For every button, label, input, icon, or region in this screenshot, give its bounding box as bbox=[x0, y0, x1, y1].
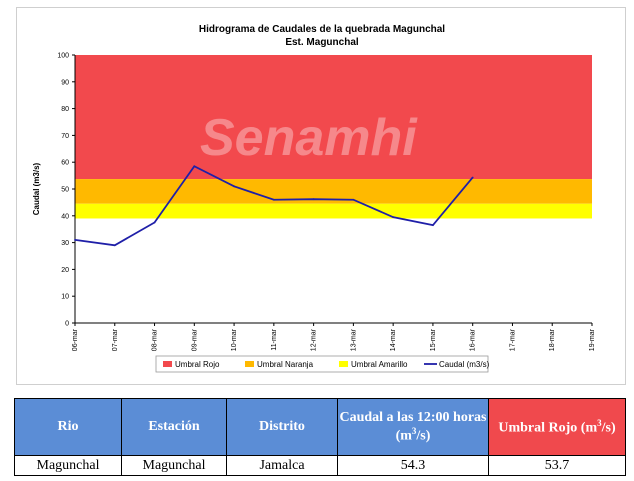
header-caudal-unit: /s) bbox=[416, 428, 431, 444]
x-tick-label: 11-mar bbox=[271, 328, 278, 350]
x-tick-label: 09-mar bbox=[191, 328, 198, 351]
x-tick-label: 08-mar bbox=[152, 328, 159, 351]
y-tick-label: 0 bbox=[65, 321, 69, 328]
cell-estacion: Magunchal bbox=[121, 455, 227, 476]
legend-label: Umbral Amarillo bbox=[351, 360, 408, 369]
header-umbral-sup: 3 bbox=[597, 417, 602, 428]
data-point bbox=[272, 198, 275, 201]
data-point bbox=[432, 224, 434, 227]
data-point bbox=[113, 244, 116, 247]
data-point bbox=[193, 165, 196, 168]
data-point bbox=[392, 216, 395, 219]
x-tick-label: 17-mar bbox=[509, 328, 516, 351]
cell-rio: Magunchal bbox=[14, 455, 122, 476]
legend-swatch bbox=[339, 361, 348, 367]
legend-box bbox=[155, 355, 489, 373]
x-tick-label: 06-mar bbox=[72, 328, 79, 351]
x-tick-label: 19-mar bbox=[589, 328, 596, 351]
chart-title: Hidrograma de Caudales de la quebrada Ma… bbox=[199, 24, 445, 35]
x-tick-label: 14-mar bbox=[390, 328, 397, 351]
data-point bbox=[74, 239, 76, 241]
x-tick-label: 16-mar bbox=[470, 328, 477, 351]
header-caudal-text: Caudal a las 12:00 horas (m bbox=[339, 409, 487, 444]
data-point bbox=[153, 221, 156, 224]
table-header-row: Rio Estación Distrito Caudal a las 12:00… bbox=[14, 398, 626, 456]
y-tick-label: 20 bbox=[61, 267, 69, 274]
header-estacion: Estación bbox=[121, 398, 227, 456]
y-tick-label: 10 bbox=[61, 294, 69, 301]
x-tick-label: 15-mar bbox=[430, 328, 437, 351]
legend-swatch bbox=[245, 361, 254, 367]
data-point bbox=[352, 198, 355, 201]
y-tick-label: 40 bbox=[61, 213, 69, 220]
watermark-text: Senamhi bbox=[200, 109, 418, 167]
data-point bbox=[233, 185, 235, 188]
x-tick-label: 10-mar bbox=[231, 328, 238, 351]
cell-distrito: Jamalca bbox=[226, 455, 338, 476]
header-caudal: Caudal a las 12:00 horas (m3/s) bbox=[337, 398, 489, 456]
x-tick-label: 18-mar bbox=[549, 328, 556, 351]
header-umbral-unit: /s) bbox=[601, 420, 616, 436]
legend-label: Caudal (m3/s) bbox=[439, 360, 490, 369]
band-umbral-rojo bbox=[75, 55, 592, 180]
hydrograph-chart: Hidrograma de Caudales de la quebrada Ma… bbox=[32, 24, 596, 373]
cell-caudal: 54.3 bbox=[337, 455, 489, 476]
legend-label: Umbral Naranja bbox=[257, 360, 314, 369]
y-tick-label: 60 bbox=[61, 160, 69, 167]
y-tick-label: 90 bbox=[61, 79, 69, 86]
data-point bbox=[312, 198, 315, 201]
header-distrito: Distrito bbox=[226, 398, 338, 456]
header-umbral-rojo: Umbral Rojo (m3/s) bbox=[488, 398, 626, 456]
x-tick-label: 13-mar bbox=[350, 328, 357, 351]
data-point bbox=[471, 176, 474, 179]
x-tick-label: 12-mar bbox=[311, 328, 318, 351]
y-tick-label: 70 bbox=[61, 133, 69, 140]
y-tick-label: 100 bbox=[57, 53, 69, 60]
chart-panel: Hidrograma de Caudales de la quebrada Ma… bbox=[16, 7, 626, 385]
header-umbral-text: Umbral Rojo (m bbox=[498, 420, 598, 436]
y-tick-label: 50 bbox=[61, 187, 69, 194]
band-umbral-amarillo bbox=[75, 203, 592, 219]
flow-table: Rio Estación Distrito Caudal a las 12:00… bbox=[14, 398, 626, 476]
legend-swatch bbox=[163, 361, 172, 367]
table-row: Magunchal Magunchal Jamalca 54.3 53.7 bbox=[14, 455, 626, 476]
y-axis-label: Caudal (m3/s) bbox=[32, 162, 41, 215]
legend-label: Umbral Rojo bbox=[175, 360, 220, 369]
x-tick-label: 07-mar bbox=[112, 328, 119, 351]
y-tick-label: 80 bbox=[61, 106, 69, 113]
chart-subtitle: Est. Magunchal bbox=[285, 37, 359, 48]
header-caudal-sup: 3 bbox=[411, 425, 417, 436]
y-tick-label: 30 bbox=[61, 240, 69, 247]
header-rio: Rio bbox=[14, 398, 122, 456]
cell-umbral-rojo: 53.7 bbox=[488, 455, 626, 476]
